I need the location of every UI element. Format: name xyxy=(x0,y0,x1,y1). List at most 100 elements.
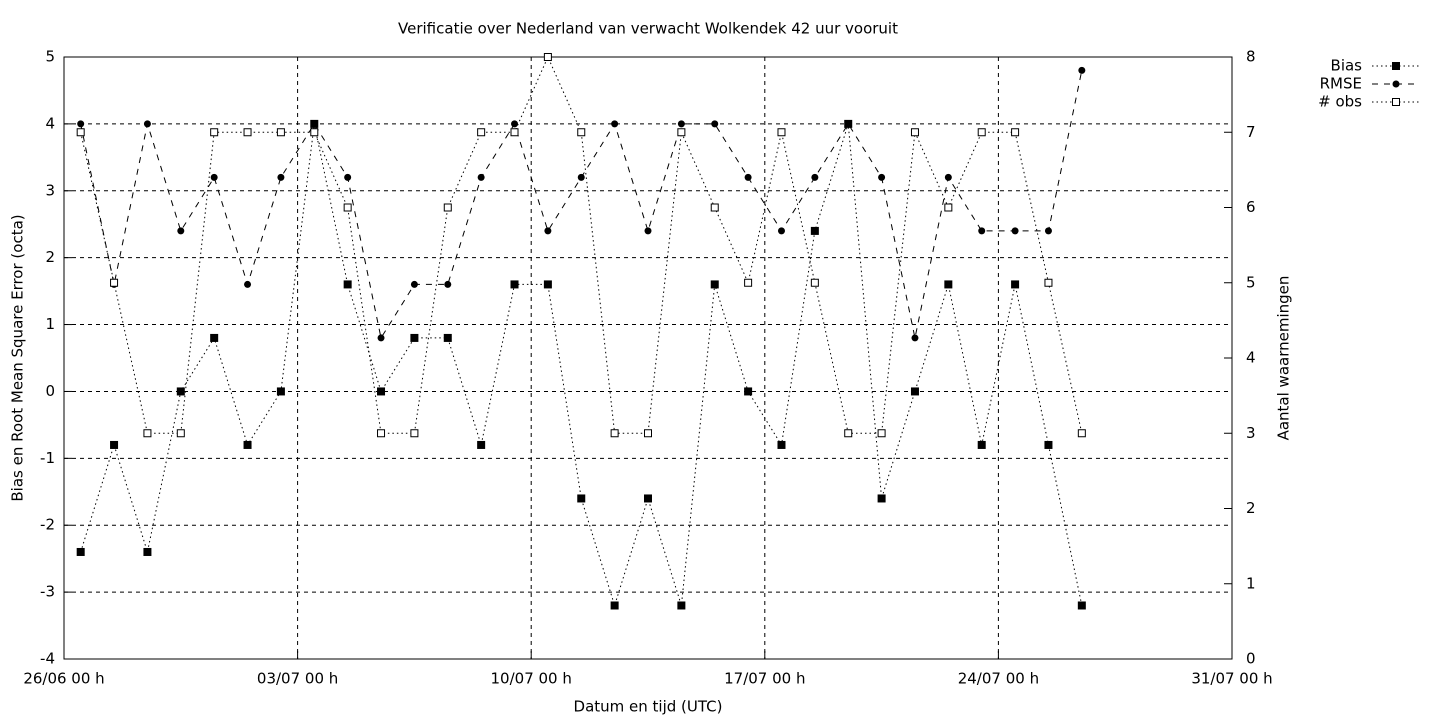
x-tick-label: 03/07 00 h xyxy=(257,670,338,688)
point xyxy=(711,120,719,128)
y2-tick-label: 1 xyxy=(1246,574,1256,592)
point xyxy=(677,120,685,128)
point xyxy=(610,429,619,438)
point xyxy=(276,387,285,396)
y2-tick-label: 4 xyxy=(1246,349,1256,367)
point xyxy=(276,128,285,137)
point xyxy=(244,280,252,288)
point xyxy=(610,601,619,610)
legend-label: Bias xyxy=(1331,57,1363,75)
point xyxy=(277,173,285,181)
point xyxy=(911,334,919,342)
point xyxy=(910,387,919,396)
point xyxy=(377,334,385,342)
y2-tick-label: 5 xyxy=(1246,273,1256,291)
y2-tick-label: 8 xyxy=(1246,48,1256,66)
point xyxy=(210,173,218,181)
point xyxy=(377,429,386,438)
point xyxy=(944,203,953,212)
point xyxy=(477,128,486,137)
y2-tick-label: 2 xyxy=(1246,499,1256,517)
x-axis-label: Datum en tijd (UTC) xyxy=(574,698,723,716)
point xyxy=(777,128,786,137)
point xyxy=(77,120,85,128)
y-tick-label: 1 xyxy=(45,315,55,333)
y-tick-label: -2 xyxy=(40,516,55,534)
x-tick-label: 17/07 00 h xyxy=(724,670,805,688)
point xyxy=(744,278,753,287)
point xyxy=(811,173,819,181)
point xyxy=(644,227,652,235)
point xyxy=(143,547,152,556)
point xyxy=(410,280,418,288)
y2-tick-label: 0 xyxy=(1246,650,1256,668)
point xyxy=(511,120,519,128)
y-tick-label: 0 xyxy=(45,382,55,400)
y-axis-label: Bias en Root Mean Square Error (octa) xyxy=(9,214,27,501)
point xyxy=(343,203,352,212)
y-tick-label: -1 xyxy=(40,449,55,467)
point xyxy=(477,440,486,449)
y-tick-label: -3 xyxy=(40,583,55,601)
x-tick-label: 10/07 00 h xyxy=(491,670,572,688)
point xyxy=(176,387,185,396)
point xyxy=(810,226,819,235)
point xyxy=(677,601,686,610)
point xyxy=(1077,429,1086,438)
point xyxy=(110,440,119,449)
legend-label: RMSE xyxy=(1320,75,1362,93)
point xyxy=(377,387,386,396)
legend-marker xyxy=(1392,62,1400,70)
point xyxy=(644,494,652,503)
point xyxy=(177,227,185,235)
legend-marker xyxy=(1392,80,1400,88)
point xyxy=(544,227,552,235)
point xyxy=(577,128,586,137)
point xyxy=(443,203,452,212)
point xyxy=(944,280,953,289)
point xyxy=(744,173,752,181)
x-tick-label: 26/06 00 h xyxy=(23,670,104,688)
point xyxy=(444,280,452,288)
point xyxy=(710,280,719,289)
y-tick-label: -4 xyxy=(40,650,55,668)
point xyxy=(844,429,853,438)
point xyxy=(577,173,585,181)
point xyxy=(443,333,452,342)
x-tick-label: 31/07 00 h xyxy=(1191,670,1272,688)
point xyxy=(877,429,886,438)
point xyxy=(543,53,552,61)
y2-tick-label: 6 xyxy=(1246,198,1256,216)
chart-title: Verificatie over Nederland van verwacht … xyxy=(398,20,898,38)
plot-border xyxy=(63,56,1233,660)
point xyxy=(210,128,219,137)
point xyxy=(810,278,819,287)
series-line xyxy=(80,70,1083,340)
point xyxy=(143,120,151,128)
point xyxy=(243,128,252,137)
point xyxy=(76,547,85,556)
y2-tick-label: 7 xyxy=(1246,123,1256,141)
point xyxy=(877,494,886,503)
y2-axis-label: Aantal waarnemingen xyxy=(1275,276,1293,441)
series-line xyxy=(80,123,1083,608)
point xyxy=(644,429,652,438)
x-tick-label: 24/07 00 h xyxy=(958,670,1039,688)
point xyxy=(410,429,419,438)
point xyxy=(1044,278,1053,287)
point xyxy=(243,440,252,449)
point xyxy=(410,333,419,342)
y-tick-label: 5 xyxy=(45,48,55,66)
point xyxy=(343,280,352,289)
point xyxy=(543,280,552,289)
point xyxy=(944,173,952,181)
point xyxy=(1044,440,1053,449)
point xyxy=(1011,128,1020,137)
point xyxy=(910,128,919,137)
point xyxy=(577,494,586,503)
point xyxy=(878,173,886,181)
point xyxy=(176,429,185,438)
point xyxy=(611,120,619,128)
y-tick-label: 3 xyxy=(45,181,55,199)
